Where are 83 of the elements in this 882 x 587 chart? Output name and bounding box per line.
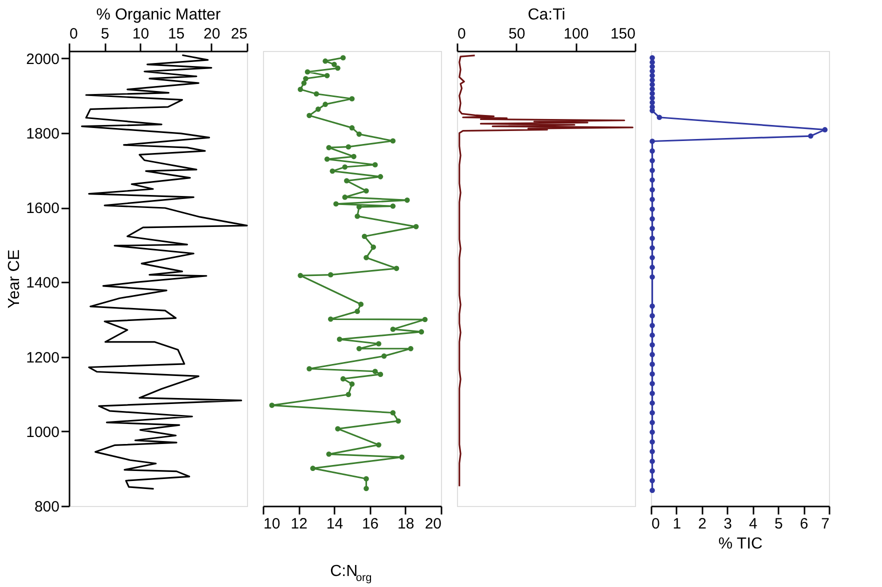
x2-tick-label: 10 [132,26,150,42]
point [650,362,655,367]
x-tick-label: 5 [774,516,783,532]
point [650,352,655,358]
point [650,342,655,348]
point [650,236,655,241]
point [650,68,655,74]
x-tick-label: 7 [821,516,830,532]
point [650,86,655,92]
point [650,138,655,144]
x2-tick-label: 100 [564,26,589,42]
point [650,206,655,212]
point [650,216,655,222]
x-tick-label: 0 [652,516,660,532]
point [650,90,655,96]
x-tick-label: 6 [800,516,808,532]
point [650,100,655,106]
point [650,390,655,396]
x-tick-label: 2 [698,516,707,532]
point [650,322,655,328]
point [650,448,655,454]
point [650,478,655,484]
point [650,468,655,474]
point [650,332,655,338]
point [650,196,655,202]
point [650,430,655,435]
y-tick-label: 1200 [26,349,60,366]
point [650,303,655,309]
x-tick-label: 4 [749,516,758,532]
point [650,64,655,70]
point [650,420,655,426]
x-tick-label: 1 [672,516,682,532]
point [650,226,655,232]
x2-tick-label: 15 [168,26,185,42]
x2-axis-title: % Organic Matter [96,6,222,24]
point [650,60,655,65]
x-tick-label: 14 [326,516,344,532]
point [650,371,655,377]
point [650,274,655,280]
point [650,439,655,444]
point [650,381,655,386]
point [808,133,814,139]
point [650,400,655,406]
y-axis-title: Year CE [6,250,24,308]
x2-tick-label: 0 [70,26,78,42]
x2-tick-label: 5 [100,26,110,42]
x-tick-label: 20 [424,516,442,532]
x-tick-label: 18 [398,516,414,532]
y-tick-label: 1800 [26,126,60,143]
x-tick-label: 3 [724,516,732,532]
x-tick-label: 16 [362,516,379,532]
y-tick-label: 1600 [26,200,60,218]
y-tick-label: 800 [34,498,60,516]
y-tick-label: 2000 [26,50,60,68]
point [650,148,655,154]
point [822,127,828,132]
point [650,168,655,173]
point [650,264,655,270]
point [650,177,655,183]
x2-tick-label: 50 [508,26,526,42]
point [650,488,655,493]
point [650,254,655,260]
point [650,82,655,88]
x2-tick-label: 20 [204,26,220,42]
x-axis-title: % TIC [718,536,763,552]
x2-axis-title: Ca:Ti [528,6,566,24]
point [650,313,655,318]
y-tick-label: 1000 [26,424,60,441]
x2-tick-label: 0 [458,26,466,42]
y-tick-label: 1400 [26,274,60,292]
point [650,245,655,251]
point [650,458,655,464]
x2-tick-label: 150 [610,26,636,42]
point [650,108,655,114]
point [650,187,655,192]
point [650,55,655,60]
x2-tick-label: 25 [230,26,248,42]
x-tick-label: 12 [290,516,308,532]
point [650,410,655,416]
point [656,114,662,120]
point [650,95,655,101]
point [650,158,655,164]
x-tick-label: 10 [264,516,280,532]
